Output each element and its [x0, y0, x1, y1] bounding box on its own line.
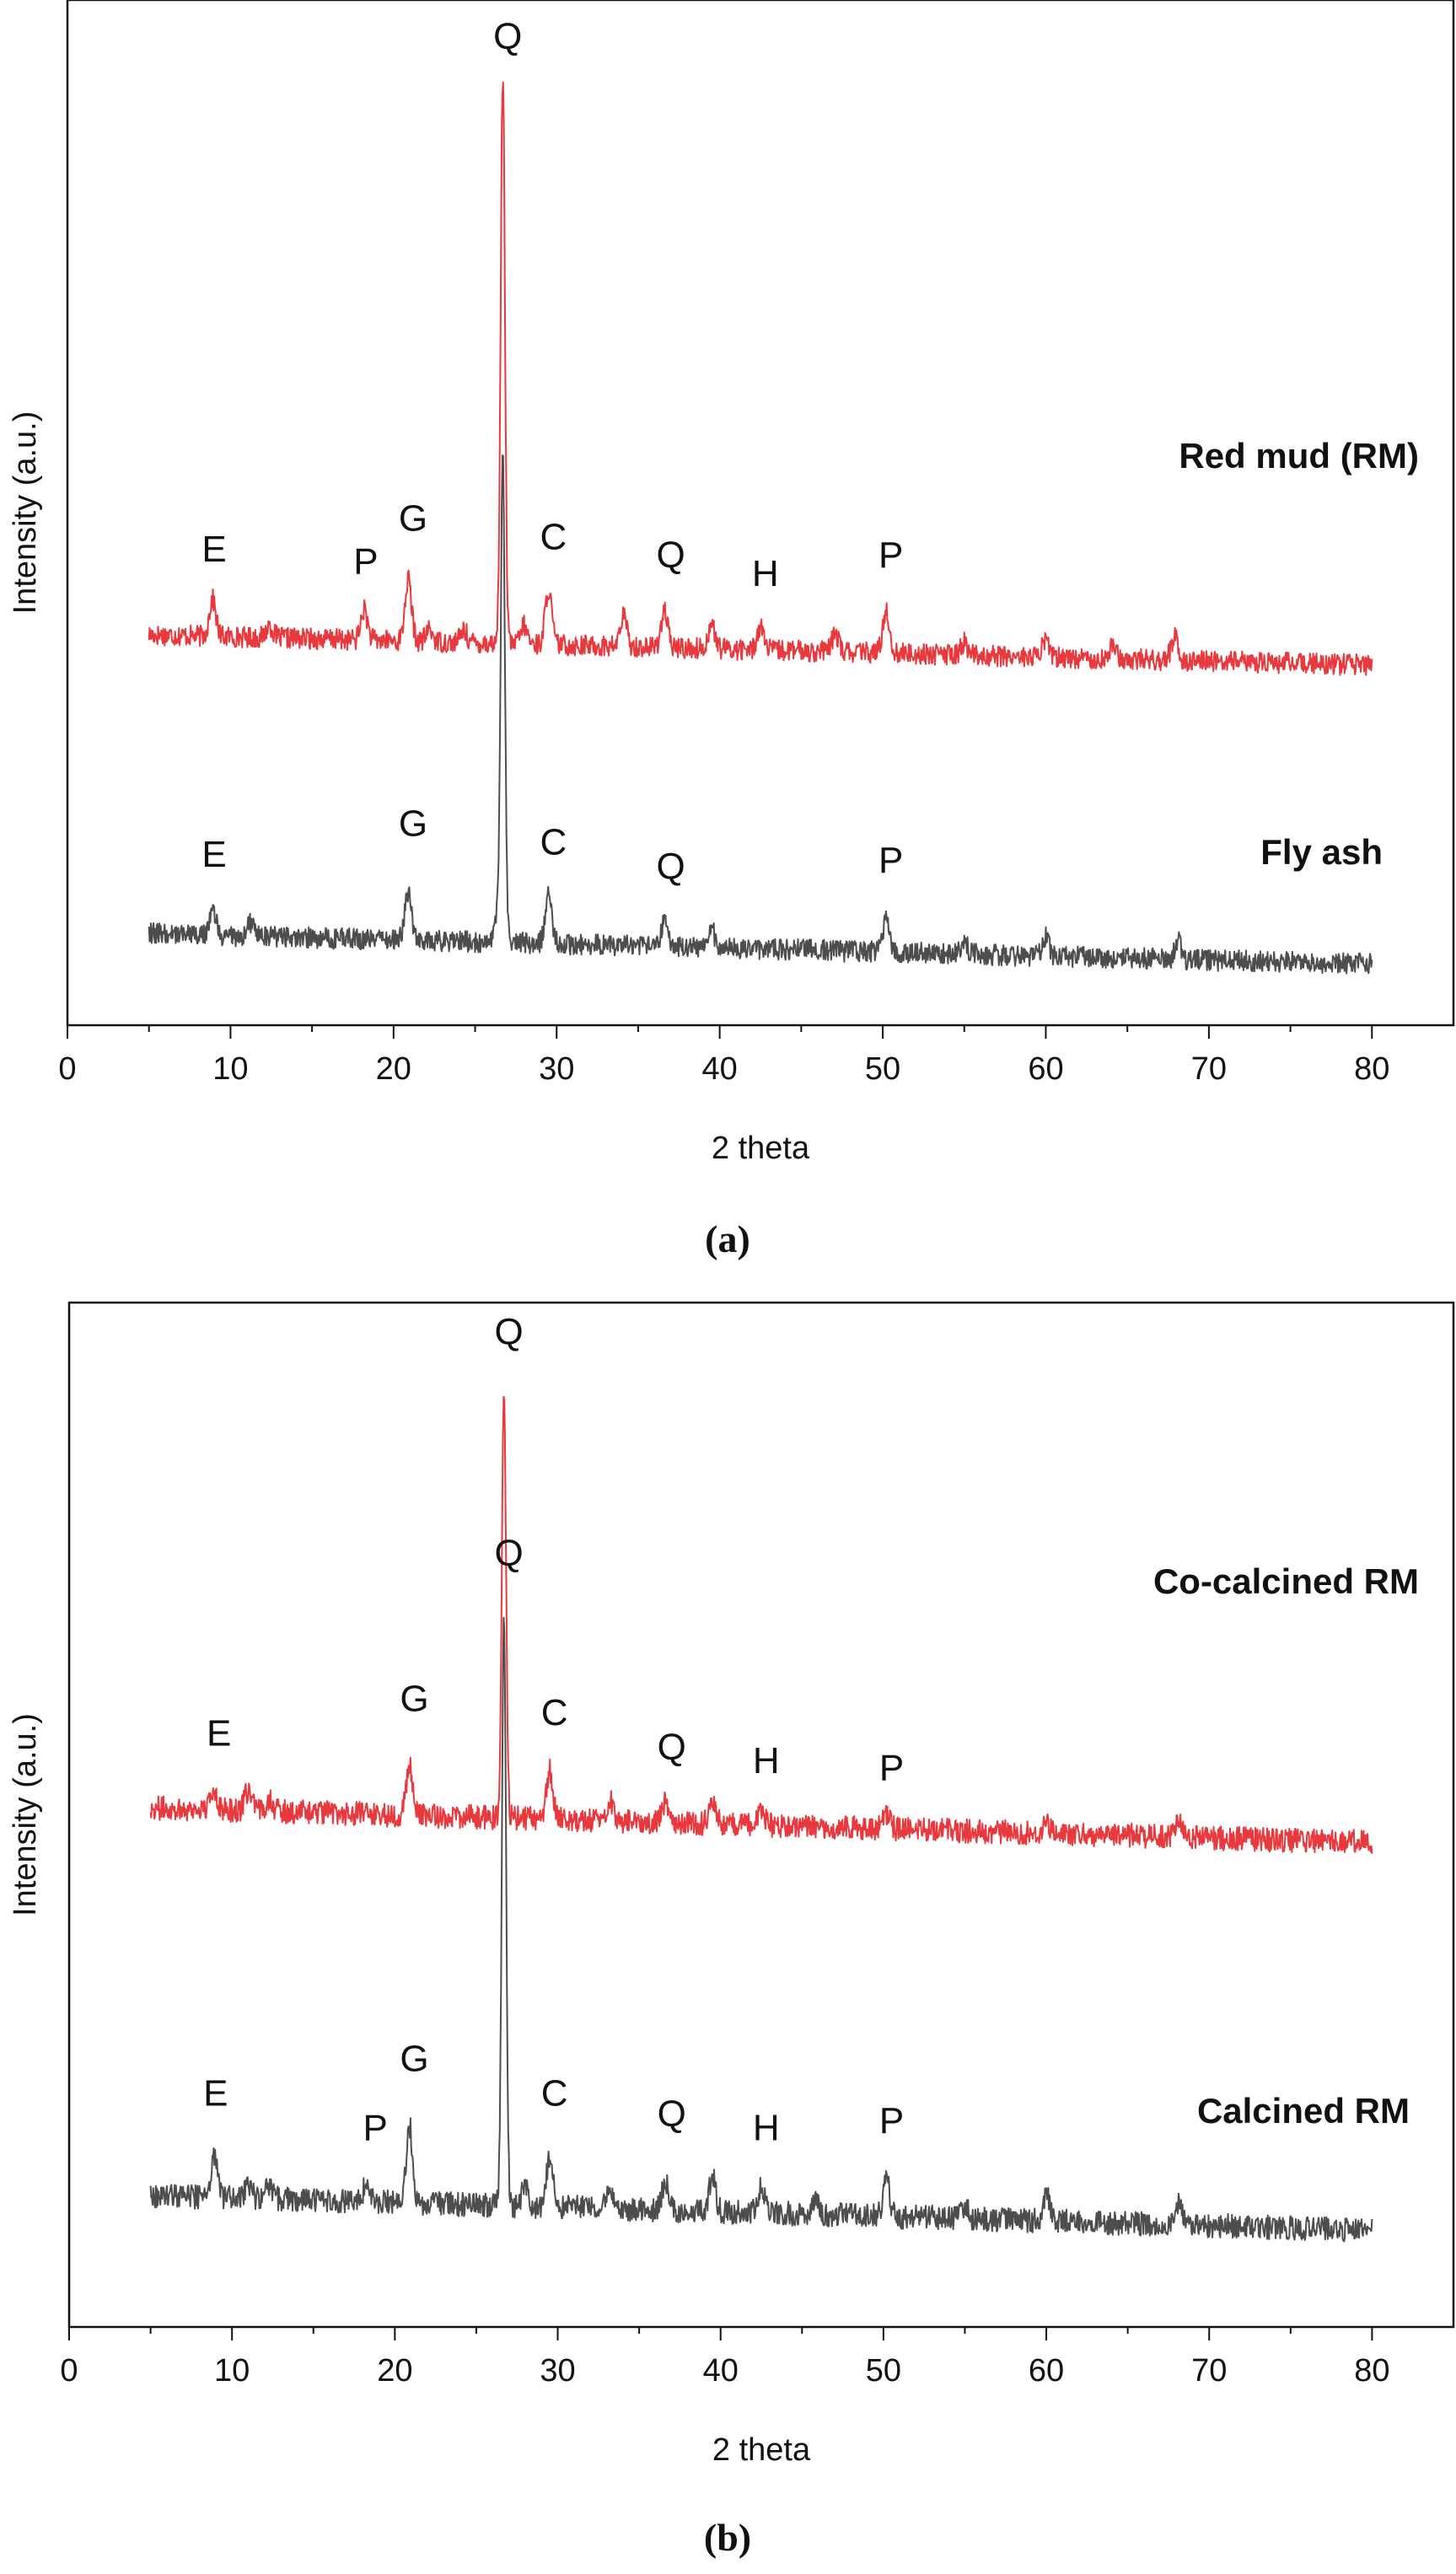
peak-label: E — [201, 834, 226, 875]
peak-label: Q — [658, 1727, 686, 1768]
peak-label: H — [753, 1740, 780, 1781]
series-name-label: Red mud (RM) — [1179, 436, 1419, 476]
peak-label: Q — [657, 846, 685, 887]
peak-label: P — [878, 840, 903, 881]
peak-label: P — [363, 2107, 387, 2148]
plot-frame — [67, 1301, 1455, 2329]
peak-label: E — [207, 1712, 231, 1754]
peak-label: C — [540, 821, 567, 862]
series-line-calcined-rm — [149, 1616, 1373, 2243]
peak-label: Q — [494, 1311, 523, 1352]
x-tick-label: 30 — [539, 1051, 574, 1087]
x-tick-label: 10 — [212, 1051, 248, 1087]
series-name-label: Co-calcined RM — [1153, 1561, 1419, 1601]
peak-label: H — [752, 553, 779, 594]
peak-label: E — [201, 529, 226, 570]
series-line-fly-ash — [148, 454, 1373, 975]
series-name-label: Calcined RM — [1197, 2091, 1410, 2131]
panel-b: 0 10 20 30 40 50 60 70 80 2 theta Intensity (a.u.)… — [8, 1301, 1455, 2559]
peak-label: Q — [494, 1533, 523, 1574]
peak-label: E — [203, 2072, 228, 2114]
peak-label: P — [879, 2100, 904, 2141]
y-axis-label: Intensity (a.u.) — [8, 411, 43, 615]
panel-caption: (b) — [704, 2516, 751, 2559]
x-tick-label: 40 — [703, 2353, 739, 2389]
plot-frame — [66, 0, 1455, 1027]
x-axis-label: 2 theta — [712, 1131, 810, 1166]
peak-label: Q — [658, 2093, 686, 2135]
peak-label: C — [541, 2072, 568, 2114]
peak-label: Q — [657, 535, 685, 576]
x-tick-label: 50 — [865, 1051, 900, 1087]
x-tick-label: 30 — [540, 2353, 575, 2389]
x-tick-label: 0 — [58, 1051, 76, 1087]
x-tick-label: 80 — [1354, 2353, 1389, 2389]
peak-label: G — [399, 803, 427, 845]
panel-a: 0 10 20 30 40 50 60 70 80 2 theta Intensity (a.u.)… — [8, 0, 1455, 1260]
peak-label: G — [400, 1678, 428, 1719]
y-axis-label: Intensity (a.u.) — [8, 1713, 43, 1916]
peak-label: H — [753, 2107, 780, 2148]
peak-label: C — [540, 516, 567, 557]
x-tick-label: 70 — [1191, 2353, 1227, 2389]
x-tick-label: 20 — [376, 1051, 411, 1087]
x-tick-label: 40 — [702, 1051, 738, 1087]
series-name-label: Fly ash — [1260, 832, 1383, 872]
peak-label: G — [400, 2038, 428, 2079]
x-tick-label: 60 — [1028, 1051, 1063, 1087]
peak-label: P — [353, 540, 378, 582]
peak-label: P — [879, 1747, 904, 1788]
peak-label: C — [541, 1692, 568, 1733]
x-axis-label: 2 theta — [712, 2432, 811, 2468]
x-tick-label: 20 — [377, 2353, 412, 2389]
x-tick-label: 0 — [60, 2353, 78, 2389]
peak-label: G — [399, 498, 427, 540]
x-tick-label: 80 — [1354, 1051, 1389, 1087]
series-line-red-mud-rm — [148, 81, 1373, 676]
x-tick-label: 10 — [214, 2353, 250, 2389]
series-line-co-calcined-rm — [149, 1395, 1373, 1854]
x-tick-label: 70 — [1191, 1051, 1227, 1087]
peak-label: P — [878, 535, 903, 576]
x-tick-label: 50 — [866, 2353, 901, 2389]
peak-label: Q — [493, 16, 522, 57]
x-tick-label: 60 — [1029, 2353, 1064, 2389]
panel-caption: (a) — [705, 1217, 750, 1260]
